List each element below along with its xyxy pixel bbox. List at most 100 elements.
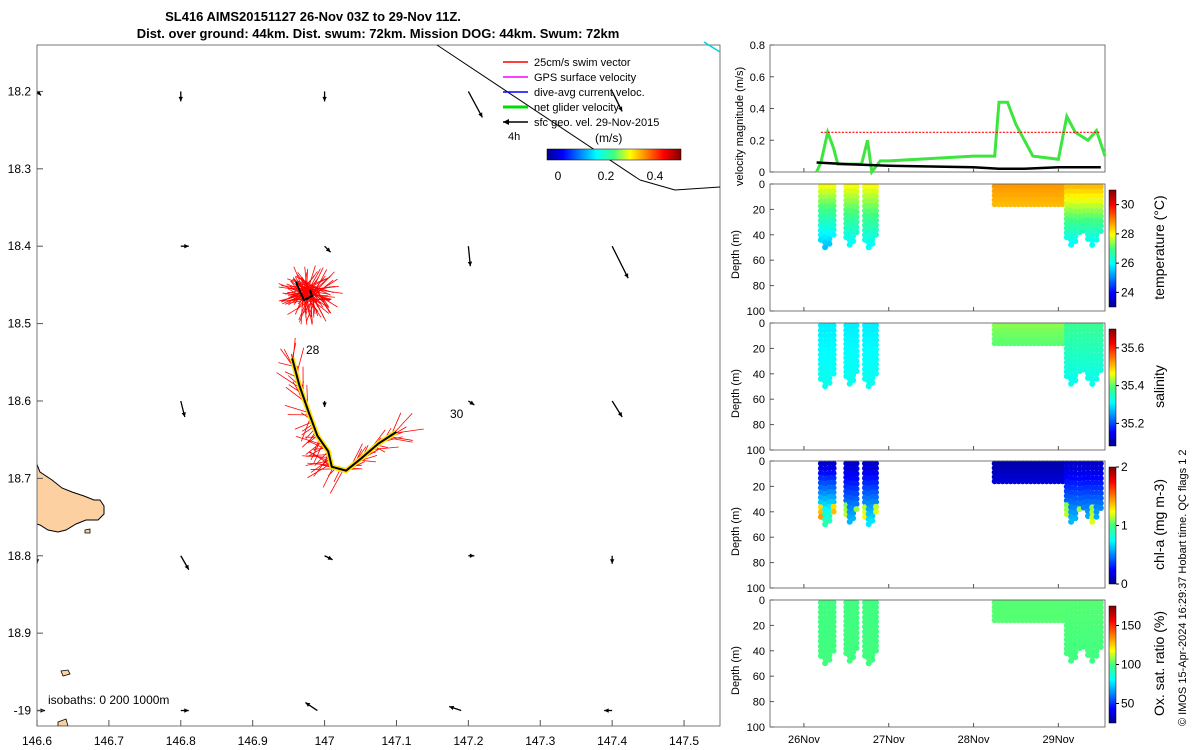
colorbar-tick-label: 0 — [1121, 577, 1128, 591]
geo-vector-head — [624, 273, 629, 279]
velocity-ticks: 0 0.2 0.4 0.6 0.8 — [750, 40, 774, 179]
land-mass — [37, 463, 105, 533]
section-point — [817, 183, 824, 190]
colorbar-tick-label: 35.6 — [1121, 341, 1145, 355]
section-point — [1093, 599, 1100, 606]
longitude-ticks: 146.6 146.7 146.8 146.9 147 147.1 147.2 147.3 14… — [22, 720, 699, 748]
geo-vector-head — [449, 705, 455, 711]
section-point — [1072, 480, 1079, 487]
section-point — [853, 599, 860, 606]
section-point — [853, 203, 860, 210]
depth-tick-label: 40 — [753, 369, 765, 381]
section-point — [1085, 613, 1091, 620]
section-point — [822, 465, 829, 472]
geo-vector-head — [617, 412, 623, 417]
section-point — [1072, 322, 1079, 329]
section-point — [1093, 370, 1100, 377]
geo-vector — [467, 91, 483, 118]
section-point — [826, 599, 833, 606]
section-point — [1093, 236, 1100, 243]
swim-vector — [310, 293, 325, 319]
title-line-2: Dist. over ground: 44km. Dist. swum: 72k… — [137, 26, 620, 41]
lat-tick-label: 18.6 — [8, 394, 32, 408]
section-point — [1093, 460, 1100, 467]
swim-vector — [287, 298, 314, 315]
vel-tick-label: 0.6 — [750, 72, 765, 84]
colorbar-tick-label: 50 — [1121, 697, 1135, 711]
section-point — [1097, 198, 1104, 205]
section-point — [1072, 649, 1079, 656]
section-point — [853, 465, 860, 472]
section-point — [822, 383, 829, 390]
lon-tick-label: 146.9 — [238, 734, 268, 748]
section-point — [1072, 377, 1079, 384]
section-point — [1097, 475, 1104, 482]
section-point — [1059, 599, 1066, 606]
section-point — [830, 623, 837, 630]
velocity-lines — [815, 100, 1107, 176]
section-point — [1097, 337, 1104, 344]
section-point — [873, 188, 879, 195]
depth-tick-label: 100 — [747, 722, 765, 734]
depth-tick-label: 60 — [753, 532, 765, 544]
section-point — [1089, 480, 1096, 486]
section-point — [1097, 357, 1104, 364]
section-point — [830, 351, 837, 358]
section-point — [1072, 460, 1079, 467]
section-point — [1089, 475, 1096, 482]
section-point — [830, 465, 837, 472]
section-point — [853, 460, 860, 467]
section-point — [1093, 609, 1100, 616]
section-point — [1097, 218, 1104, 225]
lat-tick-label: 18.3 — [8, 162, 32, 176]
colorbar-tick-label: 2 — [1121, 460, 1128, 474]
depth-tick-label: 60 — [753, 394, 765, 406]
section-point — [853, 198, 860, 205]
geo-vector-head — [184, 244, 189, 249]
swim-vector — [313, 455, 330, 477]
section-point — [826, 604, 833, 611]
section-point — [826, 609, 833, 616]
lat-tick-label: 18.2 — [8, 84, 32, 98]
section-point — [1097, 352, 1104, 359]
section-point — [826, 197, 833, 204]
section-point — [822, 327, 829, 334]
section-point — [853, 480, 860, 487]
section-point — [1089, 332, 1096, 339]
section-point — [830, 370, 837, 377]
depth-tick-label: 80 — [753, 558, 765, 570]
chla-colorbar — [1108, 466, 1117, 585]
section-point — [1097, 619, 1104, 626]
section-point — [1085, 609, 1091, 616]
geo-vector-head — [181, 412, 186, 417]
section-point — [853, 193, 860, 200]
section-point — [1072, 332, 1079, 339]
section-point — [1093, 183, 1100, 190]
section-point — [830, 475, 837, 481]
section-point — [830, 609, 837, 616]
section-point — [826, 322, 833, 329]
section-point — [830, 470, 837, 477]
section-point — [1068, 327, 1075, 334]
geo-vector-head — [184, 564, 189, 570]
speed-colorbar — [546, 148, 682, 161]
swim-vector — [392, 412, 413, 435]
depth-tick-label: 60 — [753, 255, 765, 267]
section-point — [1080, 327, 1087, 334]
section-point — [873, 370, 879, 377]
section-point — [1089, 188, 1096, 195]
section-point — [1076, 322, 1083, 329]
section-point — [1085, 327, 1091, 334]
velocity-series-0 — [815, 100, 1107, 176]
depth-tick-label: 0 — [759, 456, 765, 468]
section-point — [853, 224, 860, 230]
section-point — [1085, 193, 1091, 200]
section-point — [1093, 327, 1100, 334]
section-point — [1085, 322, 1091, 329]
time-tick-label: 28Nov — [958, 734, 990, 746]
section-point — [869, 375, 876, 381]
depth-ylabel: Depth (m) — [730, 507, 742, 556]
section-point — [1093, 508, 1100, 515]
section-point — [826, 375, 833, 381]
section-point — [853, 229, 860, 236]
